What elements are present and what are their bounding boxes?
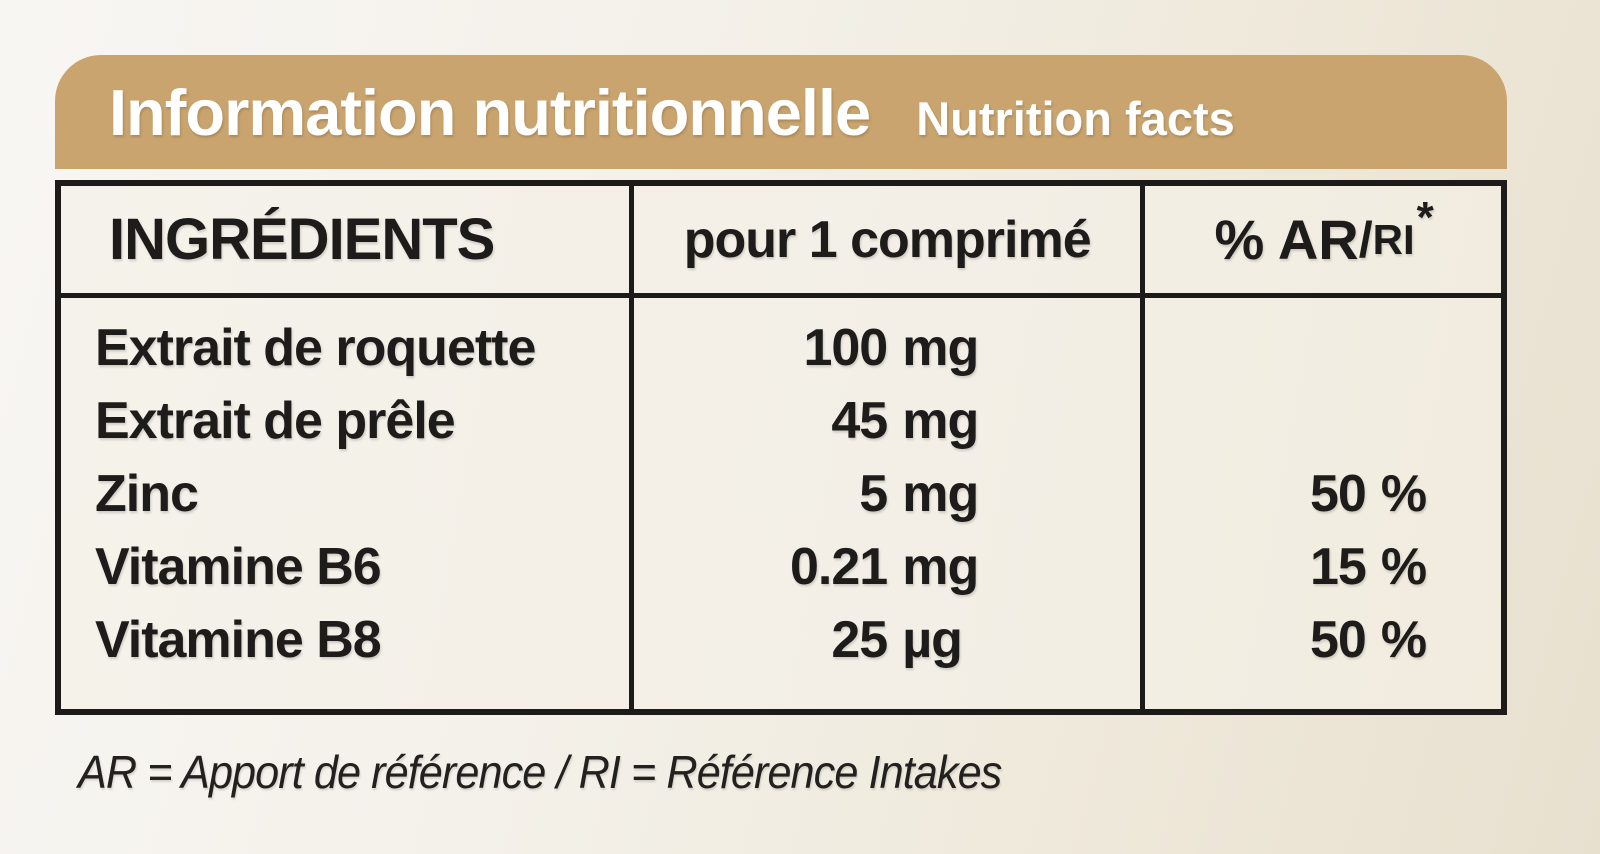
amount-unit: mg (902, 392, 979, 450)
percent-sign (1366, 312, 1381, 385)
amount-unit: mg (902, 319, 979, 377)
column-header-percent-ar-ri: % AR / RI * (1145, 186, 1501, 293)
percent-cell: 15 % (1145, 531, 1501, 604)
amount-unit: mg (902, 538, 979, 596)
percent-cell (1145, 312, 1501, 385)
amount-value: 25 (831, 611, 888, 669)
nutrition-table: INGRÉDIENTS pour 1 comprimé % AR / RI * … (55, 180, 1507, 715)
percent-value: 15 (1309, 538, 1367, 596)
percent-cell (1145, 385, 1501, 458)
percent-sign (1366, 385, 1381, 458)
ingredient-name: Vitamine B6 (95, 538, 382, 596)
percent-cell: 50 % (1145, 458, 1501, 531)
amount-value: 45 (831, 392, 888, 450)
amount-cell: 0.21 mg (634, 531, 1140, 604)
asterisk-superscript: * (1416, 192, 1434, 242)
percent-ar-label: % AR (1214, 208, 1359, 271)
percent-sign: % (1380, 465, 1427, 523)
title-english: Nutrition facts (916, 91, 1235, 145)
percent-slash: / (1358, 211, 1373, 268)
amount-column: 100 mg 45 mg 5 mg 0.21 mg 25 µg (634, 298, 1146, 710)
percent-sign: % (1380, 611, 1427, 669)
percent-value: 50 (1309, 611, 1367, 669)
percent-sign: % (1380, 538, 1427, 596)
percent-cell: 50 % (1145, 604, 1501, 677)
percent-value: 50 (1309, 465, 1367, 523)
column-header-per-tablet: pour 1 comprimé (634, 186, 1146, 293)
percent-ri-label: RI (1372, 215, 1415, 263)
amount-value: 100 (803, 319, 888, 377)
amount-value: 0.21 (789, 538, 888, 596)
amount-cell: 100 mg (634, 312, 1140, 385)
percent-value (1145, 312, 1366, 385)
amount-unit: µg (902, 611, 963, 669)
amount-unit: mg (902, 465, 979, 523)
amount-cell: 45 mg (634, 385, 1140, 458)
percent-value (1145, 385, 1366, 458)
title-french: Information nutritionnelle (109, 75, 871, 149)
table-body: Extrait de roquette Extrait de prêle Zin… (61, 298, 1501, 710)
column-header-ingredients: INGRÉDIENTS (61, 186, 635, 293)
percent-column: 50 % 15 % 50 % (1145, 298, 1501, 710)
ingredients-column: Extrait de roquette Extrait de prêle Zin… (61, 298, 635, 710)
ingredient-name: Vitamine B8 (95, 611, 382, 669)
footnote-ar-ri-definition: AR = Apport de référence / RI = Référenc… (78, 746, 1002, 798)
ingredient-name: Zinc (95, 465, 199, 523)
ingredient-name: Extrait de prêle (95, 392, 456, 450)
ingredient-name: Extrait de roquette (95, 319, 536, 377)
header-bar: Information nutritionnelle Nutrition fac… (55, 55, 1507, 169)
table-header-row: INGRÉDIENTS pour 1 comprimé % AR / RI * (61, 186, 1501, 298)
amount-cell: 25 µg (634, 604, 1140, 677)
amount-cell: 5 mg (634, 458, 1140, 531)
amount-value: 5 (859, 465, 888, 523)
